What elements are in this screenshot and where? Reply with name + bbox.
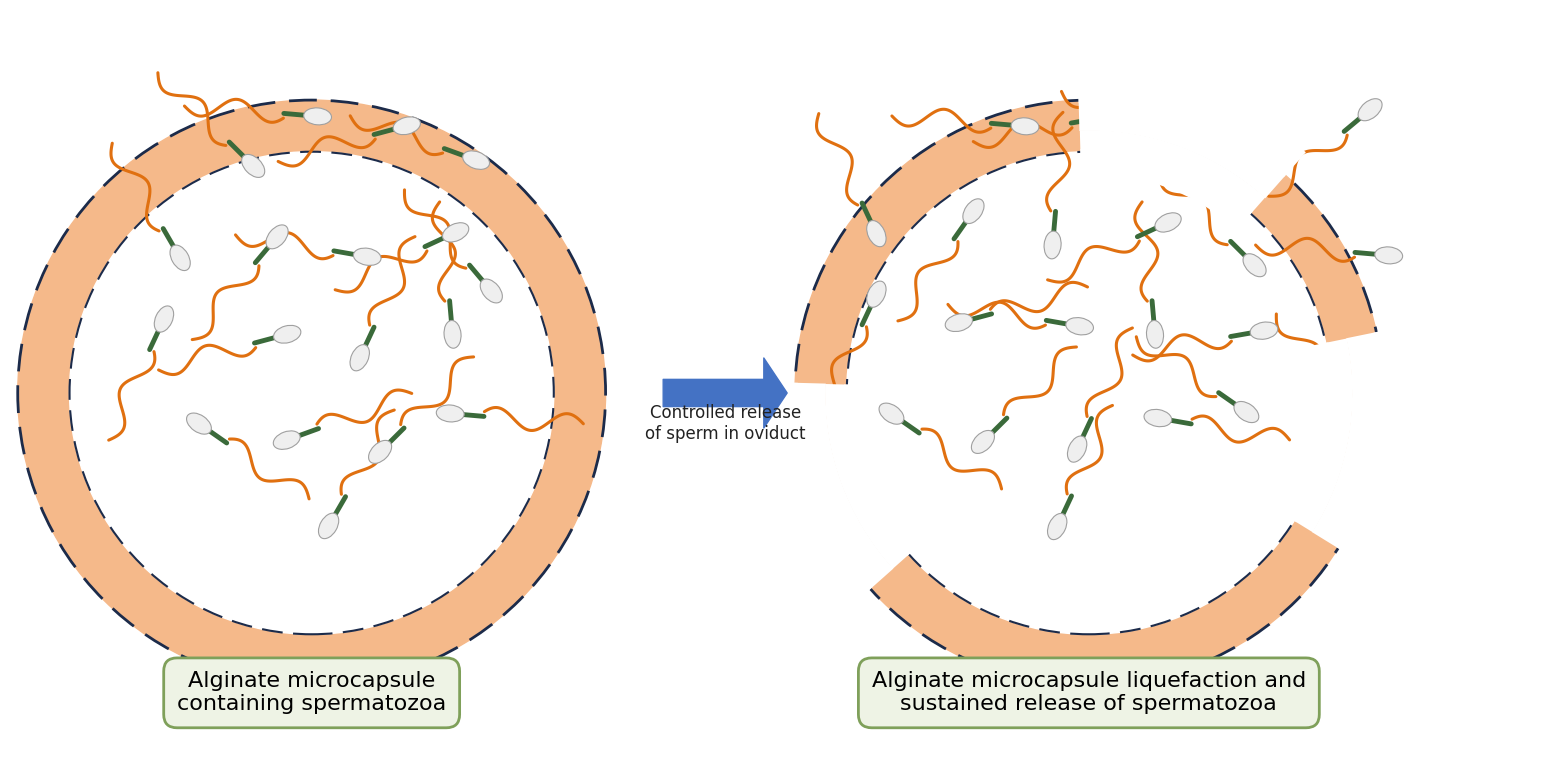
Ellipse shape: [443, 222, 469, 242]
Ellipse shape: [1375, 247, 1403, 264]
Ellipse shape: [1358, 99, 1383, 121]
Ellipse shape: [350, 345, 369, 371]
Ellipse shape: [1048, 514, 1066, 539]
Text: Alginate microcapsule liquefaction and
sustained release of spermatozoa: Alginate microcapsule liquefaction and s…: [872, 671, 1305, 714]
Ellipse shape: [1066, 318, 1094, 335]
Ellipse shape: [437, 405, 464, 422]
Ellipse shape: [1234, 402, 1259, 423]
Ellipse shape: [463, 151, 489, 169]
Ellipse shape: [1146, 320, 1163, 348]
Ellipse shape: [265, 225, 289, 249]
Ellipse shape: [963, 199, 984, 224]
Ellipse shape: [273, 326, 301, 343]
Ellipse shape: [480, 279, 503, 303]
Ellipse shape: [1143, 410, 1171, 427]
Ellipse shape: [1091, 109, 1119, 126]
Text: Alginate microcapsule
containing spermatozoa: Alginate microcapsule containing spermat…: [177, 671, 446, 714]
Ellipse shape: [242, 154, 265, 178]
Circle shape: [17, 100, 605, 686]
Ellipse shape: [1011, 117, 1038, 135]
Ellipse shape: [444, 320, 461, 348]
Ellipse shape: [867, 221, 886, 247]
Ellipse shape: [318, 513, 339, 539]
Ellipse shape: [946, 314, 972, 331]
Ellipse shape: [1244, 254, 1267, 276]
Ellipse shape: [972, 431, 994, 453]
Ellipse shape: [170, 245, 190, 271]
Ellipse shape: [1250, 322, 1278, 339]
Ellipse shape: [304, 108, 332, 124]
Circle shape: [847, 152, 1332, 634]
Ellipse shape: [1170, 137, 1196, 156]
Ellipse shape: [393, 117, 420, 135]
Ellipse shape: [1154, 213, 1182, 232]
Ellipse shape: [867, 281, 886, 307]
Ellipse shape: [1352, 403, 1375, 427]
Ellipse shape: [1045, 231, 1062, 259]
Ellipse shape: [1068, 436, 1086, 462]
Ellipse shape: [880, 403, 904, 424]
Ellipse shape: [353, 248, 381, 265]
Circle shape: [69, 152, 554, 634]
Ellipse shape: [273, 431, 301, 449]
Ellipse shape: [187, 413, 211, 434]
Ellipse shape: [154, 306, 174, 332]
Circle shape: [795, 100, 1383, 686]
Text: Controlled release
of sperm in oviduct: Controlled release of sperm in oviduct: [645, 404, 805, 442]
Ellipse shape: [369, 440, 392, 464]
